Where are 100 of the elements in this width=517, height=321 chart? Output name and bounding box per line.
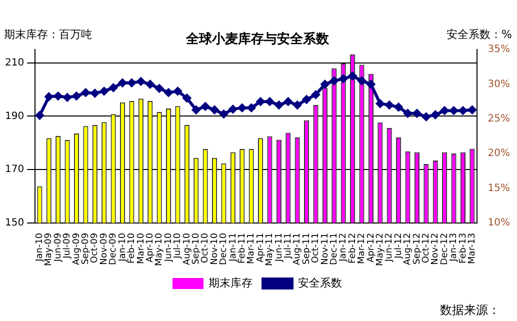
x-tick-label: Dec-11 — [329, 232, 340, 265]
point — [384, 100, 394, 110]
x-tick-label: Nov-09 — [99, 232, 110, 265]
y-tick-label: 150 — [4, 217, 24, 228]
y2-tick-label: 10% — [488, 217, 510, 228]
x-tick-label: Mar-12 — [357, 232, 368, 264]
point — [311, 90, 320, 100]
x-tick-label: Apr-12 — [366, 232, 376, 263]
point — [81, 88, 90, 98]
point — [292, 100, 302, 110]
x-tick-label: Sep-09 — [81, 232, 92, 265]
point — [284, 97, 293, 106]
point — [200, 102, 210, 111]
y2-tick-label: 25% — [488, 113, 510, 124]
legend-label: 期末库存 — [208, 276, 252, 290]
point — [265, 97, 274, 106]
point — [136, 76, 146, 86]
x-tick-label: May-10 — [154, 232, 165, 266]
point — [403, 108, 412, 118]
point — [72, 92, 81, 101]
y2-axis-title: 安全系数：% — [446, 28, 512, 41]
x-tick-label: Dec-10 — [219, 232, 230, 265]
point — [302, 94, 312, 104]
point — [246, 103, 256, 112]
point — [366, 80, 376, 89]
x-tick-label: Apr-10 — [145, 232, 156, 263]
point — [219, 110, 228, 119]
x-tick-label: Feb-12 — [348, 232, 358, 264]
point — [54, 92, 63, 101]
point — [164, 88, 174, 98]
x-tick-label: Feb-13 — [458, 232, 468, 264]
x-tick-label: Aug-11 — [292, 232, 303, 266]
x-tick-label: Jan-12 — [338, 232, 349, 262]
x-tick-label: Feb-10 — [127, 232, 138, 264]
x-tick-label: Aug-12 — [403, 232, 414, 266]
x-tick-label: Jul-10 — [173, 232, 184, 260]
x-tick-label: May-09 — [44, 232, 54, 266]
x-tick-label: May-12 — [376, 232, 386, 266]
x-tick-label: Jul-11 — [283, 232, 294, 260]
point — [376, 99, 385, 108]
y2-tick-label: 20% — [488, 148, 510, 160]
point — [348, 71, 358, 80]
y-tick-label: 210 — [4, 58, 24, 69]
x-tick-label: Sep-11 — [302, 232, 312, 265]
x-tick-label: Mar-13 — [468, 232, 478, 264]
x-tick-label: Oct-12 — [422, 232, 432, 264]
y-tick-label: 190 — [4, 110, 24, 122]
x-tick-label: Oct-10 — [200, 232, 211, 264]
point — [274, 100, 284, 110]
point — [44, 92, 54, 102]
point — [192, 105, 201, 114]
point — [394, 102, 404, 112]
x-tick-label: Sep-10 — [191, 232, 202, 265]
x-tick-label: Jan-13 — [449, 232, 460, 262]
chart-title: 全球小麦库存与安全系数 — [185, 31, 330, 48]
point — [154, 84, 164, 93]
x-tick-label: Aug-10 — [182, 232, 192, 266]
y2-tick-label: 15% — [488, 182, 510, 194]
x-tick-label: Sep-12 — [412, 232, 422, 265]
point — [430, 110, 440, 120]
x-tick-label: Feb-11 — [237, 232, 248, 264]
x-tick-label: Aug-09 — [72, 232, 82, 266]
point — [468, 105, 477, 114]
y2-tick-label: 30% — [488, 78, 510, 90]
legend-label: 安全系数 — [298, 276, 342, 290]
point — [210, 105, 220, 114]
x-tick-label: Nov-10 — [210, 232, 220, 265]
x-tick-label: Mar-10 — [136, 232, 146, 264]
x-tick-label: May-11 — [265, 232, 276, 266]
x-tick-label: Oct-11 — [311, 232, 322, 264]
x-tick-label: Jan-11 — [228, 232, 238, 262]
x-tick-label: Oct-09 — [90, 232, 100, 264]
x-tick-label: Dec-09 — [108, 232, 119, 265]
x-tick-label: Nov-11 — [320, 232, 330, 265]
x-tick-label: Jul-09 — [62, 232, 73, 260]
x-tick-label: Jun-12 — [384, 232, 395, 263]
point — [228, 104, 238, 114]
point — [100, 86, 109, 96]
x-tick-label: Jan-10 — [118, 232, 128, 262]
y-tick-label: 170 — [4, 164, 24, 176]
x-tick-label: Dec-12 — [440, 232, 450, 265]
point — [108, 83, 118, 92]
point — [338, 74, 348, 84]
x-tick-label: Jan-10 — [35, 232, 46, 262]
y-axis-title: 期末库存：百万吨 — [4, 28, 92, 41]
point — [422, 112, 431, 122]
x-tick-label: Jul-12 — [394, 232, 404, 260]
point — [357, 76, 366, 86]
point — [449, 106, 458, 116]
x-tick-label: Jun-11 — [274, 232, 284, 263]
point — [320, 80, 330, 89]
x-tick-label: Jun-09 — [53, 232, 64, 263]
point — [146, 80, 155, 89]
x-tick-label: Apr-11 — [256, 232, 266, 263]
point — [127, 78, 136, 88]
point — [173, 86, 182, 96]
point — [90, 88, 100, 98]
point — [35, 110, 44, 120]
x-tick-label: Mar-11 — [246, 232, 257, 264]
point — [182, 94, 192, 103]
